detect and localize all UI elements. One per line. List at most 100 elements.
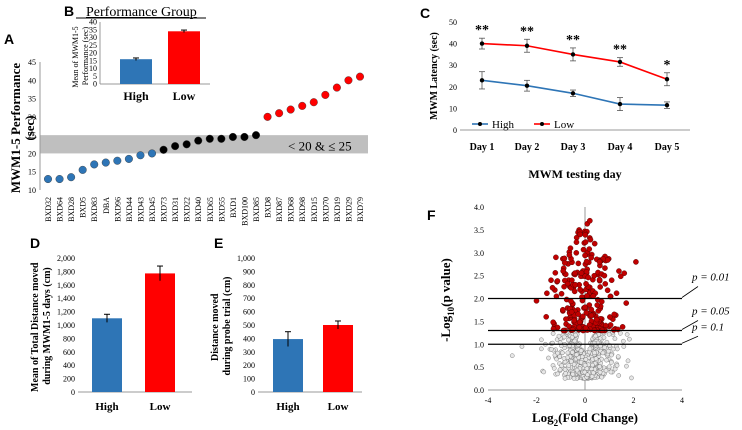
f-sig-point <box>564 280 571 287</box>
f-threshold-label: p = 0.1 <box>691 321 724 333</box>
f-sig-point <box>607 314 613 320</box>
f-threshold-arrow <box>681 335 699 344</box>
f-sig-point <box>602 281 609 287</box>
f-sig-point <box>568 298 574 305</box>
d-y-tick-label: 400 <box>63 361 75 370</box>
a-y-label-line1: MWM1-5 Performance <box>8 63 23 194</box>
f-sig-point <box>582 239 589 245</box>
a-strain-point <box>159 145 168 154</box>
f-nonsig-point <box>603 368 609 373</box>
f-sig-point <box>591 272 598 279</box>
f-nonsig-point <box>593 356 599 361</box>
e-y-tick-label: 1,000 <box>237 254 255 263</box>
f-sig-point <box>596 259 603 265</box>
b-y-tick-label: 25 <box>89 41 97 50</box>
f-nonsig-point <box>574 352 579 358</box>
a-strain-point <box>332 83 341 92</box>
f-nonsig-point <box>563 371 568 376</box>
b-y-axis-label-line2: Performance (sec) <box>81 26 90 85</box>
b-y-tick-label: 40 <box>89 18 97 27</box>
f-nonsig-point <box>573 332 578 338</box>
f-nonsig-point <box>541 369 547 375</box>
a-y-axis-label: MWM1-5 Performance(sec) <box>8 63 37 194</box>
b-y-tick-label: 20 <box>89 49 97 58</box>
panel-label-d: D <box>30 235 40 251</box>
a-x-tick-label: BXD96 <box>113 197 122 222</box>
b-bar <box>120 59 152 84</box>
f-sig-point <box>566 252 573 258</box>
a-strain-point <box>321 90 330 99</box>
c-y-axis-label: MWM Latency (sec) <box>429 32 440 120</box>
f-y-tick-label: 3.0 <box>474 249 484 258</box>
a-strain-point <box>240 132 249 141</box>
f-nonsig-point <box>625 358 631 364</box>
f-y-tick-label: 2.5 <box>474 272 484 281</box>
f-nonsig-point <box>610 346 616 352</box>
f-nonsig-point <box>604 357 609 363</box>
f-x-tick-label: -2 <box>533 396 540 405</box>
a-x-tick-label: BXD22 <box>183 197 192 222</box>
f-sig-point <box>582 304 588 311</box>
b-x-tick-label: Low <box>173 89 196 103</box>
d-bar <box>145 273 175 392</box>
d-bar <box>92 318 122 392</box>
f-sig-point <box>572 281 579 288</box>
a-x-tick-label: BXD65 <box>206 197 215 222</box>
panel-label-e: E <box>214 235 223 251</box>
f-nonsig-point <box>554 356 559 362</box>
c-x-tick-label: Day 3 <box>561 142 586 153</box>
f-sig-point <box>613 290 620 297</box>
f-nonsig-point <box>597 364 602 369</box>
b-y-tick-label: 35 <box>89 25 97 34</box>
f-nonsig-point <box>616 373 622 378</box>
f-nonsig-point <box>593 333 598 339</box>
f-sig-point <box>598 298 605 305</box>
f-sig-point <box>585 274 592 281</box>
f-nonsig-point <box>519 344 525 349</box>
f-nonsig-point <box>609 352 614 358</box>
a-x-tick-label: BXD98 <box>298 197 307 222</box>
f-nonsig-point <box>624 363 629 369</box>
b-y-tick-label: 10 <box>89 64 97 73</box>
f-sig-point <box>582 252 588 259</box>
d-y-tick-label: 1,200 <box>57 308 75 317</box>
a-x-tick-label: BXD40 <box>194 197 203 222</box>
f-nonsig-point <box>591 370 596 376</box>
f-y-label-suffix: (p value) <box>438 258 453 307</box>
f-sig-point <box>563 316 569 322</box>
f-y-axis-label: -Log10(p value) <box>438 258 456 342</box>
f-sig-point <box>608 277 615 284</box>
a-x-tick-label: BXD29 <box>344 197 353 222</box>
f-sig-point <box>568 309 575 315</box>
a-strain-point <box>205 134 214 143</box>
c-y-tick-label: 30 <box>449 61 457 70</box>
b-y-tick-label: 15 <box>89 56 97 65</box>
e-y-tick-label: 200 <box>243 361 255 370</box>
f-nonsig-point <box>597 369 603 375</box>
a-strain-point <box>286 105 295 114</box>
f-sig-point <box>596 276 603 283</box>
f-sig-point <box>611 311 618 318</box>
f-sig-point <box>586 246 593 252</box>
f-y-tick-label: 4.0 <box>474 203 484 212</box>
e-y-tick-label: 600 <box>243 308 255 317</box>
f-nonsig-point <box>566 337 571 343</box>
f-y-label-prefix: -Log <box>438 315 453 342</box>
f-nonsig-point <box>600 350 606 356</box>
panel-label-c: C <box>420 5 430 21</box>
panel-e-chart: 0 100 200 300 400 500 600 700 800 900 1,000 High Lo… <box>210 254 362 413</box>
f-nonsig-point <box>614 346 620 352</box>
f-sig-point <box>604 257 611 263</box>
f-threshold-label: p = 0.01 <box>691 272 730 284</box>
c-data-point <box>570 91 576 96</box>
f-sig-point <box>617 273 624 280</box>
a-x-tick-label: BXD43 <box>136 197 145 222</box>
f-x-tick-label: 4 <box>680 396 684 405</box>
a-strain-point <box>44 175 53 184</box>
f-nonsig-point <box>587 346 593 352</box>
e-y-tick-label: 0 <box>251 388 255 397</box>
a-x-tick-label: BXD8 <box>264 197 273 218</box>
f-nonsig-point <box>602 345 607 350</box>
f-sig-point <box>621 270 628 276</box>
